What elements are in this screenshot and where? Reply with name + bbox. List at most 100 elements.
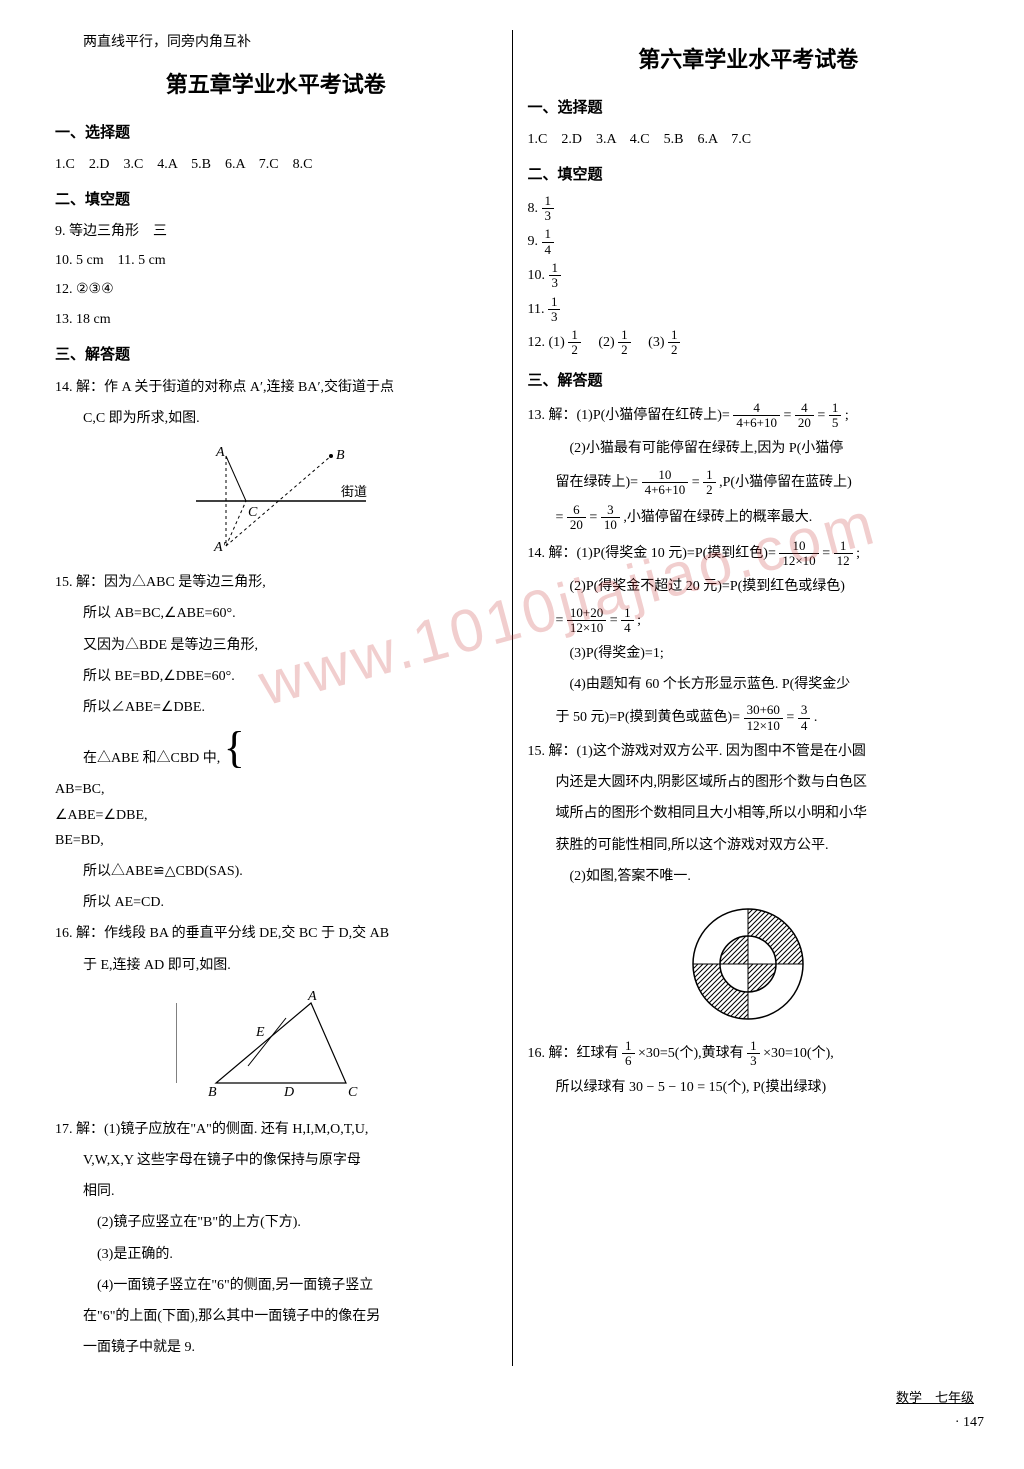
q16-l1: 16. 解：作线段 BA 的垂直平分线 DE,交 BC 于 D,交 AB <box>55 921 497 946</box>
q13: 13. 18 cm <box>55 307 497 332</box>
q11-frac: 13 <box>548 295 561 325</box>
q13-f3: 15 <box>829 401 842 431</box>
q14-f4: 14 <box>621 606 634 636</box>
r-mc-answers: 1.C 2.D 3.A 4.C 5.B 6.A 7.C <box>528 127 970 152</box>
brace-row1: AB=BC, <box>55 777 497 802</box>
svg-text:街道: 街道 <box>341 484 367 499</box>
diagram-street: A B C A′ 街道 <box>55 441 497 560</box>
q11-label: 11. <box>528 302 545 317</box>
r-q13-l4: = 620 = 310 ,小猫停留在绿砖上的概率最大. <box>528 503 970 533</box>
svg-text:A: A <box>215 445 225 460</box>
wheel-diagram <box>528 899 970 1029</box>
brace-row3: BE=BD, <box>55 828 497 853</box>
svg-text:B: B <box>336 448 345 463</box>
q13-f1: 44+6+10 <box>733 401 780 431</box>
r-section-fill-title: 二、填空题 <box>528 162 970 189</box>
q13-f2: 420 <box>795 401 814 431</box>
q16-f1: 16 <box>622 1039 635 1069</box>
page-number: · 147 <box>40 1410 984 1435</box>
q9-label: 9. <box>528 234 539 249</box>
r-q13-l3: 留在绿砖上)= 104+6+10 = 12 ,P(小猫停留在蓝砖上) <box>528 468 970 498</box>
q17-l7: 在"6"的上面(下面),那么其中一面镜子中的像在另 <box>55 1304 497 1329</box>
t: = <box>786 710 794 725</box>
r-q14-l4: (3)P(得奖金)=1; <box>528 641 970 666</box>
svg-text:C: C <box>248 505 258 520</box>
semi: ; <box>845 408 849 423</box>
r-q14-l1: 14. 解：(1)P(得奖金 10 元)=P(摸到红色)= 1012×10 = … <box>528 539 970 569</box>
mc-answers: 1.C 2.D 3.C 4.A 5.B 6.A 7.C 8.C <box>55 152 497 177</box>
q14-line2: C,C 即为所求,如图. <box>55 406 497 431</box>
q17-l4: (2)镜子应竖立在"B"的上方(下方). <box>55 1210 497 1235</box>
q16-f2: 13 <box>747 1039 760 1069</box>
street-svg: A B C A′ 街道 <box>166 441 386 551</box>
t: = <box>589 510 597 525</box>
r-q15-l4: 获胜的可能性相同,所以这个游戏对双方公平. <box>528 833 970 858</box>
t: ,P(小猫停留在蓝砖上) <box>719 475 852 490</box>
q15-l4: 所以 BE=BD,∠DBE=60°. <box>55 664 497 689</box>
q15-l7: 所以△ABE≌△CBD(SAS). <box>55 859 497 884</box>
r-q14-l6: 于 50 元)=P(摸到黄色或蓝色)= 30+6012×10 = 34 . <box>528 703 970 733</box>
q14-f6: 34 <box>798 703 811 733</box>
t: . <box>814 710 818 725</box>
q15-l6-text: 在△ABE 和△CBD 中, <box>83 751 220 766</box>
q15-l8: 所以 AE=CD. <box>55 890 497 915</box>
r-q15-l5: (2)如图,答案不唯一. <box>528 864 970 889</box>
q9-frac: 14 <box>542 227 555 257</box>
r-section-solve-title: 三、解答题 <box>528 368 970 395</box>
eq: = <box>817 408 825 423</box>
brace-row2: ∠ABE=∠DBE, <box>55 803 497 828</box>
diagram-triangle: A B C D E <box>55 988 497 1107</box>
q10-frac: 13 <box>549 261 562 291</box>
q14-f3: 10+2012×10 <box>567 606 606 636</box>
section-mc-title: 一、选择题 <box>55 120 497 147</box>
q13-f4: 104+6+10 <box>642 468 689 498</box>
q17-l3: 相同. <box>55 1179 497 1204</box>
q14-f5: 30+6012×10 <box>744 703 783 733</box>
q13-f5: 12 <box>703 468 716 498</box>
t: ; <box>637 613 641 628</box>
svg-text:A: A <box>307 989 317 1004</box>
q15-l3: 又因为△BDE 是等边三角形, <box>55 633 497 658</box>
r-q12: 12. (1) 12 (2) 12 (3) 12 <box>528 328 970 358</box>
r-q14-l3: = 10+2012×10 = 14 ; <box>528 606 970 636</box>
r-q13-l2: (2)小猫最有可能停留在绿砖上,因为 P(小猫停 <box>528 436 970 461</box>
q12-l2: (2) <box>584 335 614 350</box>
r-q13-l1a: 13. 解：(1)P(小猫停留在红砖上)= <box>528 408 730 423</box>
t: 于 50 元)=P(摸到黄色或蓝色)= <box>556 710 741 725</box>
svg-text:B: B <box>208 1085 217 1098</box>
q14-line1: 14. 解：作 A 关于街道的对称点 A′,连接 BA′,交街道于点 <box>55 375 497 400</box>
right-column: 第六章学业水平考试卷 一、选择题 1.C 2.D 3.A 4.C 5.B 6.A… <box>513 30 985 1366</box>
r-q10: 10. 13 <box>528 261 970 291</box>
q17-l6: (4)一面镜子竖立在"6"的侧面,另一面镜子竖立 <box>55 1273 497 1298</box>
r-q9: 9. 14 <box>528 227 970 257</box>
r-q8: 8. 13 <box>528 194 970 224</box>
r-q14-l5: (4)由题知有 60 个长方形显示蓝色. P(得奖金少 <box>528 672 970 697</box>
q16-l2: 于 E,连接 AD 即可,如图. <box>55 953 497 978</box>
t: ×30=10(个), <box>763 1046 834 1061</box>
t: = <box>692 475 700 490</box>
q15-l2: 所以 AB=BC,∠ABE=60°. <box>55 601 497 626</box>
eq: = <box>784 408 792 423</box>
q12-f1: 12 <box>568 328 581 358</box>
t: ,小猫停留在绿砖上的概率最大. <box>623 510 812 525</box>
t: 留在绿砖上)= <box>556 475 639 490</box>
q8-frac: 13 <box>542 194 555 224</box>
r-q16-l2: 所以绿球有 30 − 5 − 10 = 15(个), P(摸出绿球) <box>528 1075 970 1100</box>
t: = <box>556 510 564 525</box>
t: = <box>822 546 830 561</box>
page-columns: 两直线平行，同旁内角互补 第五章学业水平考试卷 一、选择题 1.C 2.D 3.… <box>40 30 984 1366</box>
r-section-mc-title: 一、选择题 <box>528 95 970 122</box>
t: = <box>610 613 618 628</box>
r-q15-l3: 域所占的图形个数相同且大小相等,所以小明和小华 <box>528 801 970 826</box>
r-q15-l1: 15. 解：(1)这个游戏对双方公平. 因为图中不管是在小圆 <box>528 739 970 764</box>
brace-group: { <box>224 726 245 770</box>
q13-f6: 620 <box>567 503 586 533</box>
q12-f2: 12 <box>618 328 631 358</box>
q10-11: 10. 5 cm 11. 5 cm <box>55 248 497 273</box>
q17-l5: (3)是正确的. <box>55 1242 497 1267</box>
r-q15-l2: 内还是大圆环内,阴影区域所占的图形个数与白色区 <box>528 770 970 795</box>
t: 16. 解：红球有 <box>528 1046 619 1061</box>
left-column: 两直线平行，同旁内角互补 第五章学业水平考试卷 一、选择题 1.C 2.D 3.… <box>40 30 513 1366</box>
section-fill-title: 二、填空题 <box>55 187 497 214</box>
intro-text: 两直线平行，同旁内角互补 <box>55 30 497 55</box>
